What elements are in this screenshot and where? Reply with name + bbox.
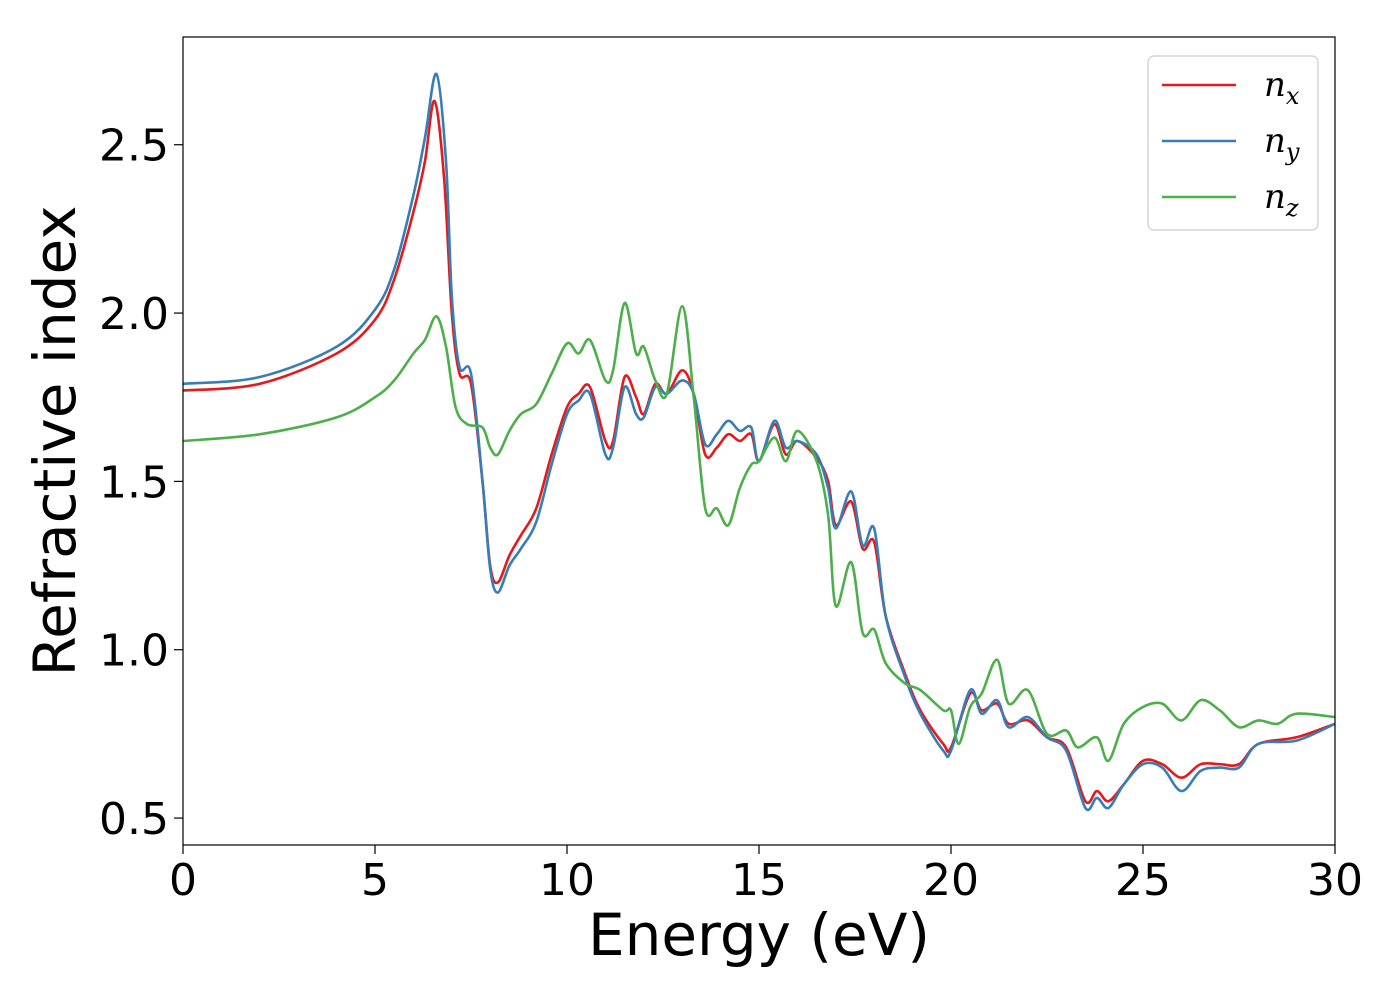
x-tick-label: 20 bbox=[923, 855, 979, 906]
x-tick-label: 0 bbox=[169, 855, 197, 906]
x-axis-ticks: 0 5 10 15 20 25 30 bbox=[169, 845, 1363, 906]
legend-box bbox=[1147, 55, 1319, 231]
legend-label-y: ny bbox=[1264, 121, 1300, 166]
legend-label-x: nx bbox=[1264, 65, 1300, 110]
series-line-x bbox=[182, 99, 1336, 805]
x-tick-label: 15 bbox=[731, 855, 787, 906]
y-axis-ticks: 0.5 1.0 1.5 2.0 2.5 bbox=[99, 121, 183, 845]
y-axis-label: Refractive index bbox=[21, 205, 89, 676]
series-line-y bbox=[182, 72, 1336, 812]
y-tick-label: 2.5 bbox=[99, 121, 169, 172]
y-tick-label: 2.0 bbox=[99, 289, 169, 340]
y-tick-label: 1.5 bbox=[99, 457, 169, 508]
x-tick-label: 5 bbox=[361, 855, 389, 906]
x-tick-label: 10 bbox=[539, 855, 595, 906]
y-tick-label: 0.5 bbox=[99, 794, 169, 845]
x-tick-label: 30 bbox=[1307, 855, 1363, 906]
y-tick-label: 1.0 bbox=[99, 626, 169, 677]
x-tick-label: 25 bbox=[1115, 855, 1171, 906]
series-line-z bbox=[182, 301, 1336, 763]
series-lines bbox=[182, 72, 1336, 812]
x-axis-label: Energy (eV) bbox=[588, 901, 930, 969]
